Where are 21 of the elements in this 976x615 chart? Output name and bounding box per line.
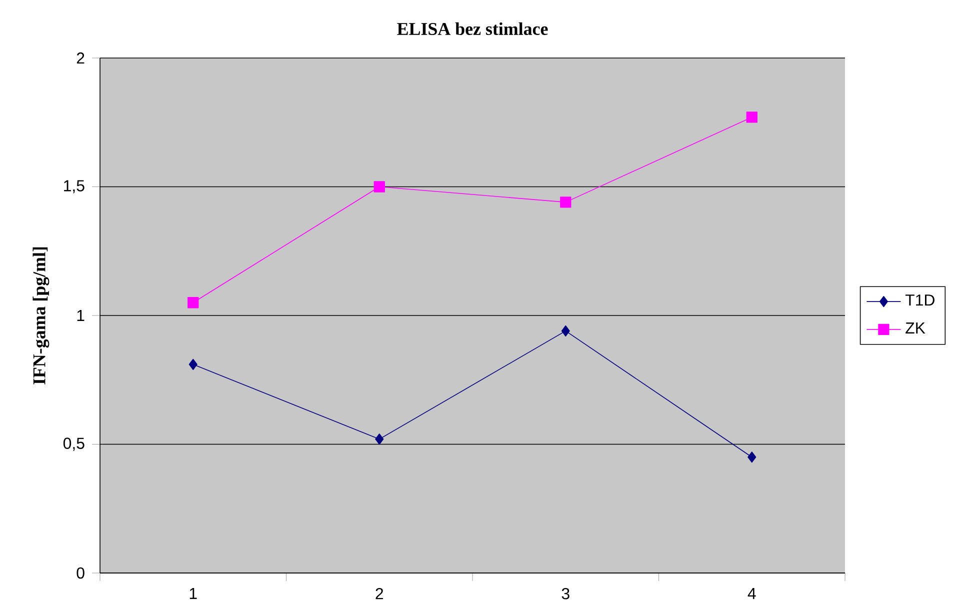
point bbox=[560, 196, 572, 208]
point bbox=[561, 325, 570, 337]
x-tick-label: 1 bbox=[190, 588, 197, 599]
y-tick-label: 0 bbox=[76, 567, 84, 579]
x-tick-label: 3 bbox=[562, 588, 570, 600]
x-tick-label: 4 bbox=[748, 588, 756, 599]
point bbox=[188, 297, 199, 308]
y-tick-label: 0,5 bbox=[63, 438, 84, 451]
legend-label: ZK bbox=[906, 322, 926, 334]
legend-label: T1D bbox=[905, 294, 934, 306]
chart-title: ELISA bez stimlace bbox=[397, 22, 548, 36]
point bbox=[746, 112, 758, 123]
y-tick-label: 2 bbox=[76, 52, 84, 64]
point bbox=[374, 181, 385, 192]
point bbox=[375, 434, 384, 445]
y-axis-title: IFN-gama [pg/ml] bbox=[32, 247, 50, 384]
point bbox=[748, 452, 756, 463]
x-tick-label: 2 bbox=[376, 588, 384, 600]
y-tick-label: 1,5 bbox=[64, 180, 84, 194]
y-tick-label: 1 bbox=[77, 310, 84, 321]
point bbox=[188, 358, 198, 370]
